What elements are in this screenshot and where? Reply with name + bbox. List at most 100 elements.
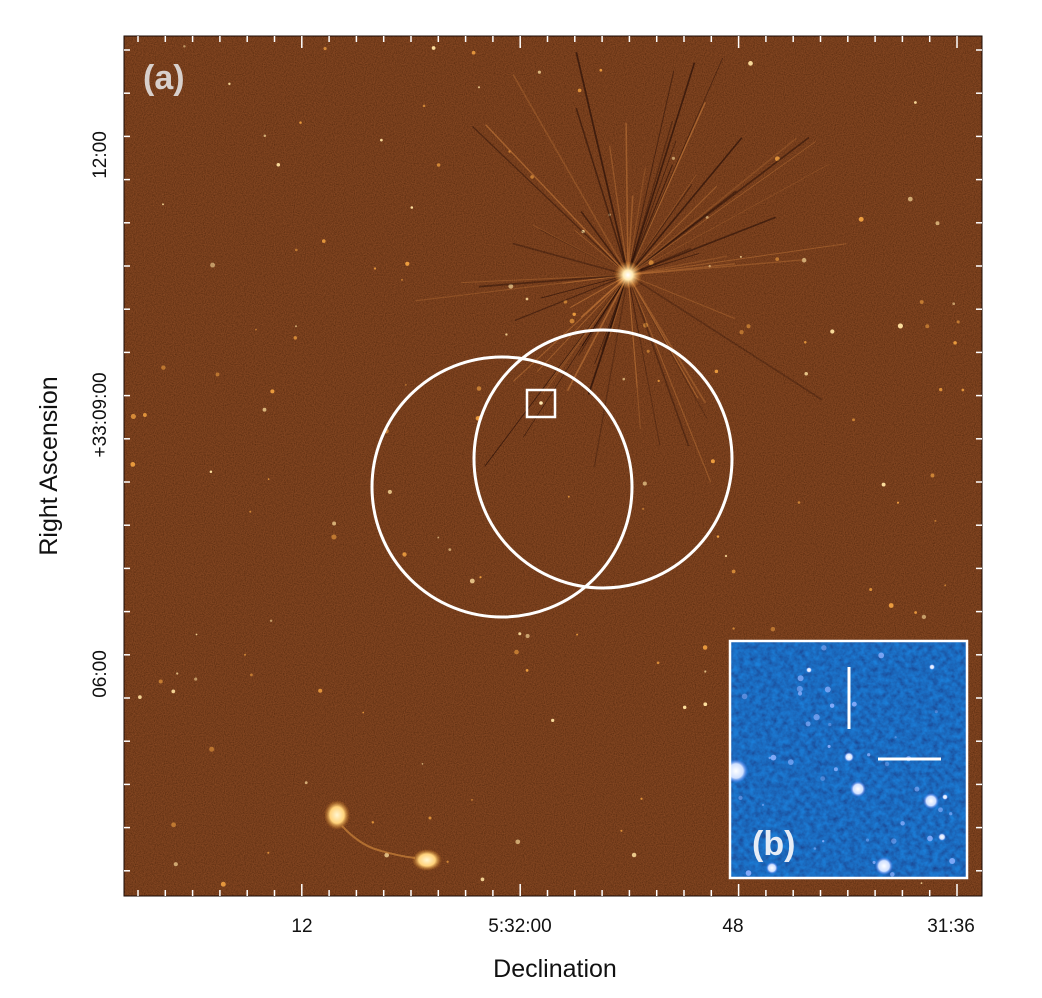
x-tick-label: 31:36 <box>927 916 975 937</box>
faint-source <box>643 322 649 328</box>
faint-source <box>704 670 707 673</box>
y-tick-label: 06:00 <box>90 650 111 698</box>
artifact-spike <box>581 274 629 347</box>
faint-source <box>944 584 947 587</box>
faint-source <box>732 627 735 630</box>
faint-source <box>914 101 917 104</box>
artifact-spike <box>578 274 629 356</box>
artifact-spike <box>627 136 810 276</box>
faint-source <box>142 413 147 417</box>
inset-faint-source <box>822 840 825 843</box>
faint-source <box>210 262 216 268</box>
error-circle-1 <box>370 355 634 619</box>
faint-source <box>362 711 365 714</box>
faint-source <box>569 318 575 324</box>
faint-source <box>657 379 660 383</box>
inset-faint-source <box>821 645 827 651</box>
faint-source <box>255 328 257 331</box>
inset-faint-source <box>770 754 777 761</box>
inset-faint-source <box>768 756 771 760</box>
faint-source <box>171 689 176 694</box>
artifact-spike <box>627 274 641 429</box>
faint-source <box>505 333 508 336</box>
artifact-spike <box>627 62 696 276</box>
artifact-spike <box>587 274 629 395</box>
inset-faint-source <box>934 710 938 714</box>
faint-source <box>401 279 403 281</box>
extended-source-1 <box>324 800 350 830</box>
artifact-spike <box>627 137 797 276</box>
faint-source <box>422 104 426 108</box>
faint-source <box>469 578 475 584</box>
faint-source <box>421 763 424 765</box>
faint-source <box>515 839 521 845</box>
artifact-spike <box>627 259 803 276</box>
artifact-spike <box>627 70 675 276</box>
faint-source <box>371 821 375 824</box>
inset-faint-source <box>813 714 820 721</box>
inset-faint-source <box>867 753 871 757</box>
faint-sources <box>130 45 965 887</box>
faint-source <box>716 535 720 538</box>
inset-faint-source <box>827 744 831 748</box>
artifact-spike <box>548 274 629 384</box>
faint-source <box>299 121 302 124</box>
faint-source <box>332 521 337 526</box>
faint-source <box>215 372 220 377</box>
x-tick-label: 12 <box>291 916 312 937</box>
faint-source <box>194 677 198 681</box>
faint-source <box>914 611 918 614</box>
faint-source <box>321 239 326 243</box>
faint-source <box>646 349 650 353</box>
faint-source <box>525 669 529 672</box>
faint-source <box>620 829 623 832</box>
artifact-spike <box>627 168 646 276</box>
inset-source <box>942 794 948 800</box>
artifact-spike <box>627 120 674 276</box>
faint-source <box>881 482 886 487</box>
faint-source <box>599 68 603 72</box>
inset-faint-source <box>828 722 832 727</box>
faint-source <box>567 495 570 498</box>
inset-faint-source <box>813 847 817 850</box>
inset-source <box>875 857 893 875</box>
faint-source <box>939 387 943 392</box>
candidate-box <box>525 388 557 419</box>
inset-faint-source <box>884 761 890 767</box>
artifact-spike <box>627 163 830 276</box>
faint-source <box>724 554 728 558</box>
faint-source <box>276 163 281 167</box>
faint-source <box>920 882 923 884</box>
inset-faint-source <box>900 821 905 826</box>
bright-source <box>614 261 642 289</box>
faint-source <box>250 673 253 677</box>
artifact-spike <box>627 274 712 483</box>
faint-source <box>331 534 337 540</box>
faint-source <box>262 407 267 412</box>
artifact-spike <box>593 274 629 468</box>
error-circle-2 <box>472 328 734 590</box>
artifact-spike <box>627 243 847 276</box>
faint-source <box>888 603 894 608</box>
faint-source <box>642 481 647 486</box>
faint-source <box>577 88 582 93</box>
faint-source <box>576 633 579 636</box>
inset-faint-source <box>872 860 876 864</box>
faint-source <box>220 881 226 887</box>
jet-feature <box>341 825 416 859</box>
faint-source <box>801 257 807 263</box>
artifact-spike <box>484 274 629 467</box>
x-tick-label: 5:32:00 <box>488 916 551 937</box>
faint-source <box>530 175 534 179</box>
faint-source <box>746 324 751 329</box>
faint-source <box>130 461 136 467</box>
x-tick-label: 48 <box>722 916 743 937</box>
faint-source <box>631 852 637 858</box>
frame-ticks <box>124 36 982 896</box>
faint-source <box>897 323 903 329</box>
inset-faint-source <box>865 838 870 842</box>
faint-source <box>373 267 377 270</box>
artifact-spike <box>512 242 629 276</box>
faint-source <box>471 799 473 801</box>
faint-source <box>304 781 308 785</box>
